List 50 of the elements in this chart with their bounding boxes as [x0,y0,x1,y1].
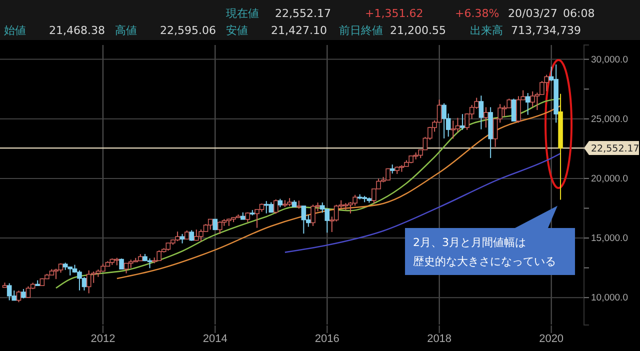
line-series [55,98,562,289]
y-tick-label: 15,000.0 [591,233,628,244]
y-tick-label: 30,000.0 [591,54,628,66]
x-tick-label: 2018 [427,332,452,345]
text: +6.38% [455,7,500,20]
text: 713,734,739 [511,24,581,37]
candlestick [460,114,465,130]
candlestick [478,95,484,130]
candlestick [217,220,222,234]
y-tick-label: 20,000.0 [591,173,628,184]
candlestick [16,290,22,303]
candlestick [119,258,124,270]
annotation: 2月、3月と月間値幅は [413,236,526,249]
text: +1,351.62 [365,7,424,20]
annotation: 歴史的な大きさになっている [413,255,556,268]
x-tick-label: 2020 [539,332,564,345]
y-tick-label: 10,000.0 [591,292,628,304]
text: 21,200.55 [390,24,446,37]
line-series [284,152,562,253]
x-tick-label: 2016 [314,332,340,345]
text: 22,595.06 [160,24,216,37]
text: 出来高 [470,24,503,37]
ref-line-label: 22,552.17 [591,144,640,155]
candlestick [212,218,218,230]
line-series [116,105,562,280]
candlestick [390,164,395,174]
text: 22,552.17 [275,7,331,20]
text: 現在値 [226,7,259,20]
text: 06:08 [563,7,595,20]
candlestick [208,218,213,230]
y-tick-label: 25,000.0 [591,114,628,125]
text: 前日終値 [339,24,383,37]
text: 安値 [226,24,248,37]
candlestick [26,286,31,298]
candlestick [525,92,530,116]
candlestick [189,230,194,242]
x-tick-label: 2012 [90,332,116,345]
candlestick [511,98,516,122]
candlestick [450,120,456,140]
text: 21,468.38 [49,24,105,37]
text: 高値 [115,24,137,37]
candlestick [273,198,278,214]
candlestick [21,288,26,299]
text: 始値 [4,24,26,37]
text: 21,427.10 [271,24,327,37]
candlestick [180,233,185,244]
x-tick-label: 2014 [202,332,228,345]
text: 20/03/27 [508,7,558,20]
candlestick [301,205,306,234]
candlestick [484,106,488,128]
